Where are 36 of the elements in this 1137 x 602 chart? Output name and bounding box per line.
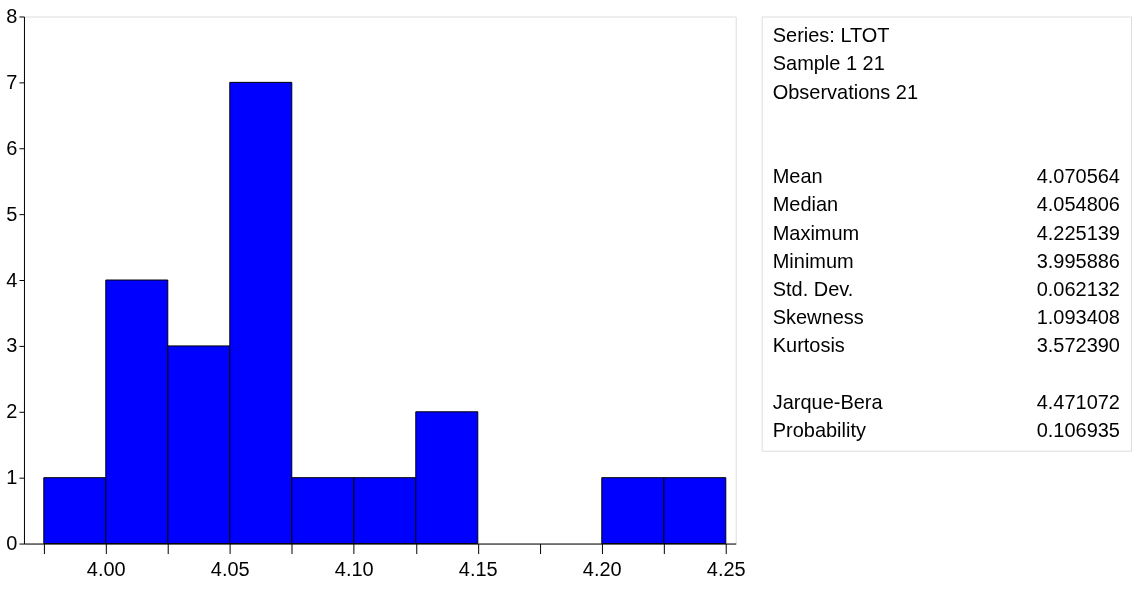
x-tick-label: 4.25 (706, 558, 746, 580)
text: 0.106935 (1036, 418, 1120, 441)
category-label: Kurtosis (772, 334, 845, 357)
category-label: Skewness (772, 306, 864, 329)
text: Observations 21 (772, 80, 919, 103)
category-label: Median (772, 193, 839, 216)
y-tick-label: 8 (6, 4, 18, 27)
x-tick-label: 4.10 (334, 558, 374, 580)
y-tick-label: 3 (6, 334, 18, 357)
category-label: Minimum (772, 249, 854, 272)
y-tick-label: 2 (6, 400, 18, 423)
x-tick-label: 4.20 (582, 558, 622, 580)
text: Sample 1 21 (772, 52, 885, 75)
text: 4.054806 (1036, 193, 1120, 216)
x-tick-label: 4.05 (210, 558, 250, 580)
text: 4.471072 (1036, 390, 1120, 413)
category-label: Mean (772, 165, 823, 188)
text: 3.572390 (1036, 334, 1120, 357)
category-label: Jarque-Bera (772, 390, 884, 413)
category-label: Maximum (772, 221, 860, 244)
text: 0.062132 (1036, 277, 1120, 300)
text: Series: LTOT (772, 24, 890, 47)
category-label: Std. Dev. (772, 277, 854, 300)
y-tick-label: 4 (6, 268, 18, 291)
y-tick-label: 5 (6, 202, 18, 225)
text: 1.093408 (1036, 306, 1120, 329)
text: 4.070564 (1036, 165, 1120, 188)
x-tick-label: 4.00 (86, 558, 126, 580)
text: 4.225139 (1036, 221, 1120, 244)
y-tick-label: 0 (6, 532, 18, 555)
y-tick-label: 1 (6, 466, 18, 489)
x-tick-label: 4.15 (458, 558, 498, 580)
category-label: Probability (772, 418, 866, 441)
text: 3.995886 (1036, 249, 1120, 272)
y-tick-label: 6 (6, 136, 18, 159)
y-tick-label: 7 (6, 70, 18, 93)
